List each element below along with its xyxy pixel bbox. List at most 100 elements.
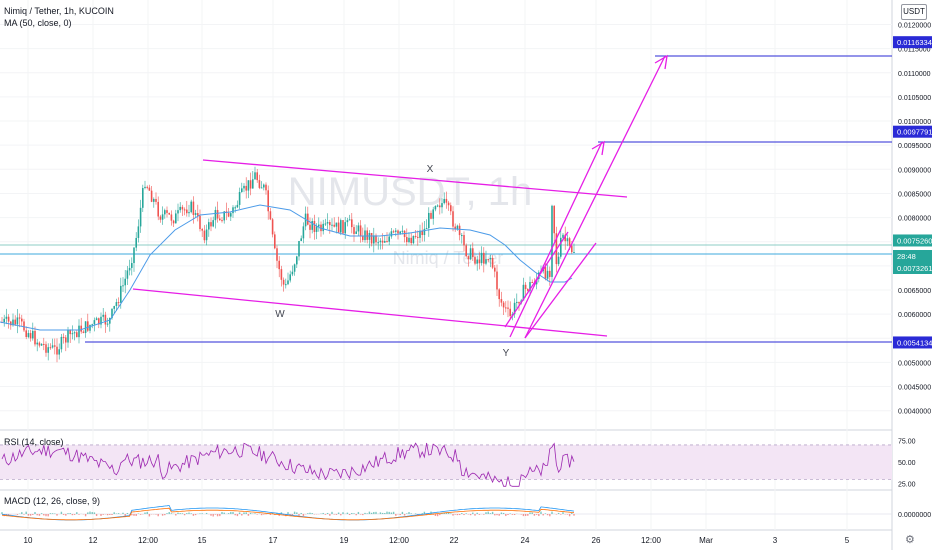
candle: [258, 174, 261, 190]
candle: [10, 320, 12, 330]
candle: [168, 212, 170, 216]
candle: [128, 259, 131, 276]
candle: [49, 343, 52, 350]
candle: [122, 277, 124, 292]
candle: [201, 227, 203, 237]
candle: [439, 198, 441, 215]
candle: [238, 187, 241, 210]
candle: [166, 206, 168, 218]
candle: [236, 200, 239, 209]
candle: [23, 318, 25, 332]
candle: [60, 334, 63, 353]
candle: [496, 264, 498, 297]
candles: [1, 166, 575, 363]
candle: [348, 214, 351, 221]
x-tick-label: 15: [198, 536, 207, 545]
candle: [29, 329, 32, 342]
candle: [144, 180, 146, 190]
macd-legend: MACD (12, 26, close, 9): [4, 496, 101, 506]
candle: [370, 232, 373, 247]
currency-button[interactable]: USDT: [901, 4, 927, 20]
candle: [146, 185, 148, 190]
candle: [287, 272, 289, 286]
y-axis[interactable]: 0.00400000.00450000.00500000.00550000.00…: [893, 22, 932, 519]
candle: [181, 204, 184, 217]
candle: [509, 301, 511, 320]
candle: [551, 204, 553, 284]
candle: [355, 225, 357, 235]
gear-icon[interactable]: ⚙: [905, 534, 915, 546]
rsi-tick-label: 50.00: [898, 460, 916, 467]
candle: [472, 242, 474, 261]
candle: [494, 265, 496, 278]
candle: [425, 219, 428, 230]
y-tick-label: 0.0080000: [898, 216, 931, 223]
x-tick-label: 12: [89, 536, 98, 545]
candle: [326, 213, 329, 230]
candle: [137, 219, 140, 243]
candle: [384, 235, 386, 244]
candle: [282, 277, 285, 292]
candle: [205, 224, 208, 246]
candle: [177, 203, 179, 222]
candle: [203, 225, 206, 244]
candle: [375, 233, 377, 246]
candle: [190, 199, 192, 214]
candle: [208, 218, 210, 237]
x-tick-label: 26: [592, 536, 601, 545]
candle: [139, 199, 142, 233]
drawings: [132, 54, 668, 339]
candle: [467, 255, 470, 267]
candle: [465, 243, 467, 258]
candle: [346, 217, 349, 227]
candle: [153, 197, 155, 208]
candle: [483, 247, 485, 273]
pattern-label: W: [275, 309, 285, 320]
candle: [199, 209, 201, 232]
candle: [82, 330, 85, 334]
candle: [450, 202, 452, 216]
candle: [546, 264, 549, 282]
candle: [309, 217, 311, 239]
pattern-label: X: [427, 164, 434, 175]
candle: [47, 343, 49, 361]
candle: [3, 314, 5, 327]
macd-tick-label: 0.0000000: [898, 512, 931, 519]
candle: [133, 246, 135, 272]
candle: [373, 227, 375, 253]
candle: [271, 218, 274, 238]
candle: [71, 325, 74, 340]
candle: [428, 207, 430, 237]
candle: [485, 250, 487, 266]
rsi-line: [1, 442, 575, 487]
candle: [126, 265, 129, 286]
candle: [293, 263, 296, 276]
y-tick-label: 0.0105000: [898, 95, 931, 102]
candle: [245, 177, 247, 199]
candle: [260, 181, 263, 189]
x-tick-label: 24: [521, 536, 530, 545]
candle: [566, 234, 569, 247]
candle: [318, 217, 320, 232]
candle: [478, 252, 481, 270]
price-tag: 0.0073261: [893, 262, 932, 274]
candle: [276, 245, 278, 269]
candle: [487, 258, 489, 263]
svg-text:28:48: 28:48: [897, 252, 916, 261]
price-tag: 0.0075260: [893, 234, 932, 247]
candle: [419, 224, 421, 244]
candle: [98, 317, 100, 329]
candle: [14, 315, 16, 326]
candle: [150, 186, 153, 203]
candle: [159, 214, 162, 223]
candle: [430, 210, 432, 220]
candle: [304, 206, 307, 231]
x-axis[interactable]: 10 12 12:00 15 17 19 12:00 22 24 26 12:00 Mar 3 5: [24, 536, 850, 545]
candle: [377, 237, 379, 250]
chart-title: Nimiq / Tether, 1h, KUCOIN: [4, 6, 114, 16]
candle: [256, 169, 258, 183]
candle: [311, 218, 313, 234]
candle: [302, 222, 305, 244]
candle: [553, 205, 555, 242]
